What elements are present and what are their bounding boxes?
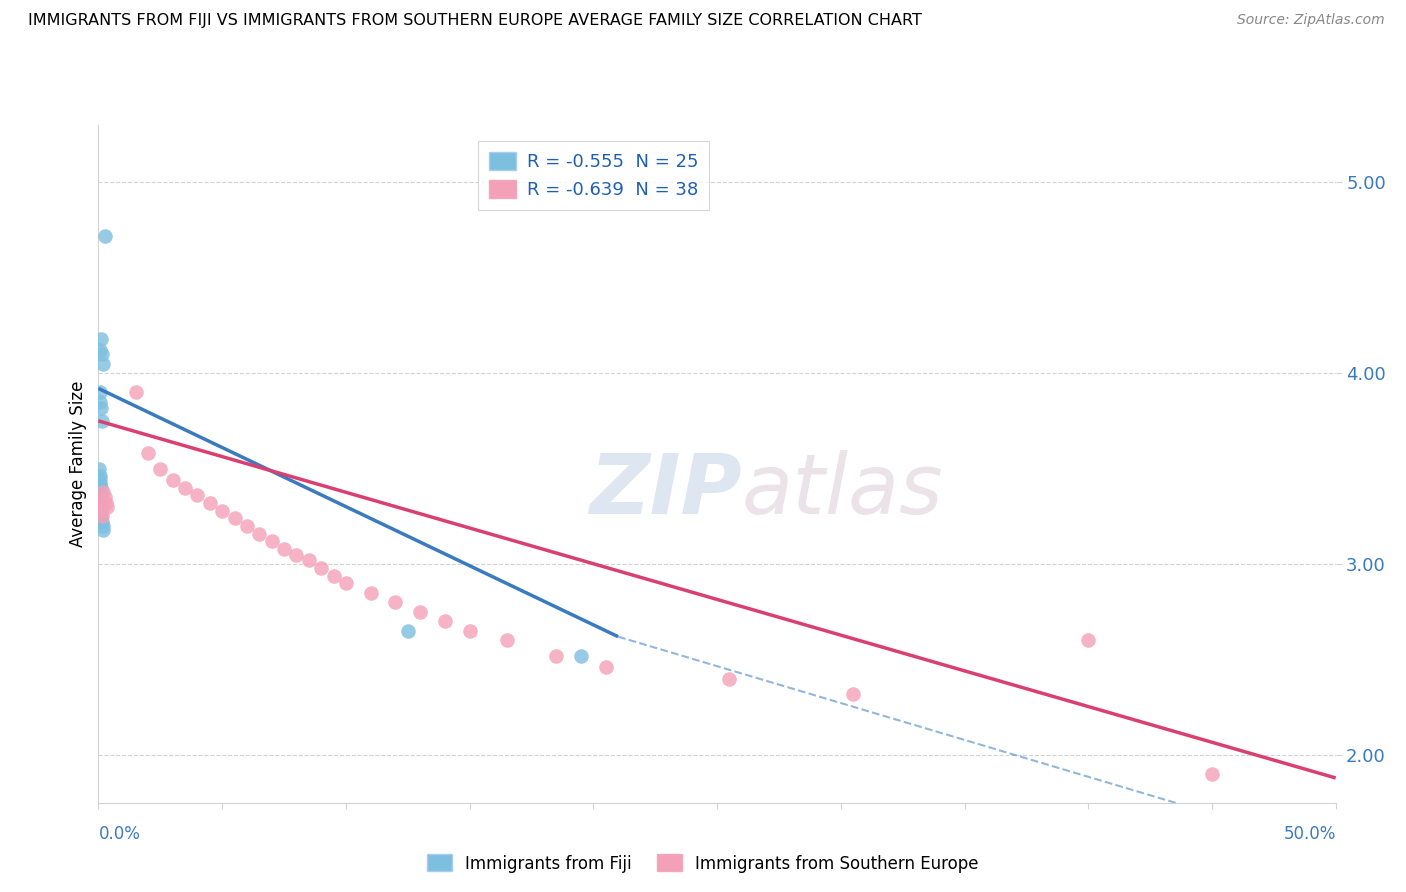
- Point: [298, 553, 321, 567]
- Text: ZIP: ZIP: [589, 450, 742, 532]
- Point: [94, 496, 117, 510]
- Point: [285, 548, 308, 562]
- Point: [149, 461, 172, 475]
- Text: 0.0%: 0.0%: [98, 825, 141, 843]
- Point: [89, 385, 111, 400]
- Point: [136, 446, 159, 460]
- Point: [93, 490, 115, 504]
- Text: IMMIGRANTS FROM FIJI VS IMMIGRANTS FROM SOUTHERN EUROPE AVERAGE FAMILY SIZE CORR: IMMIGRANTS FROM FIJI VS IMMIGRANTS FROM …: [28, 13, 922, 29]
- Y-axis label: Average Family Size: Average Family Size: [69, 381, 87, 547]
- Point: [162, 473, 184, 487]
- Point: [433, 615, 456, 629]
- Point: [91, 515, 114, 529]
- Point: [1077, 633, 1099, 648]
- Point: [90, 332, 112, 346]
- Point: [224, 511, 246, 525]
- Point: [96, 500, 118, 514]
- Text: atlas: atlas: [742, 450, 943, 532]
- Point: [569, 648, 592, 663]
- Legend: Immigrants from Fiji, Immigrants from Southern Europe: Immigrants from Fiji, Immigrants from So…: [420, 847, 986, 880]
- Point: [409, 605, 432, 619]
- Point: [273, 541, 295, 556]
- Point: [322, 568, 344, 582]
- Point: [90, 414, 112, 428]
- Point: [236, 519, 259, 533]
- Point: [89, 343, 111, 358]
- Point: [90, 347, 112, 361]
- Point: [90, 503, 112, 517]
- Point: [90, 503, 112, 517]
- Point: [89, 500, 111, 514]
- Point: [89, 473, 111, 487]
- Point: [90, 481, 112, 495]
- Point: [260, 534, 283, 549]
- Point: [247, 526, 270, 541]
- Point: [174, 481, 197, 495]
- Point: [211, 503, 233, 517]
- Point: [89, 490, 111, 504]
- Text: Source: ZipAtlas.com: Source: ZipAtlas.com: [1237, 13, 1385, 28]
- Point: [89, 496, 111, 510]
- Point: [91, 523, 114, 537]
- Point: [1201, 767, 1223, 781]
- Point: [309, 561, 332, 575]
- Point: [89, 394, 111, 409]
- Point: [93, 357, 115, 371]
- Point: [186, 488, 208, 502]
- Point: [384, 595, 406, 609]
- Point: [360, 586, 382, 600]
- Point: [396, 624, 419, 638]
- Point: [842, 687, 865, 701]
- Point: [335, 576, 357, 591]
- Point: [595, 660, 617, 674]
- Point: [89, 496, 111, 510]
- Point: [91, 509, 114, 524]
- Legend: R = -0.555  N = 25, R = -0.639  N = 38: R = -0.555 N = 25, R = -0.639 N = 38: [478, 141, 709, 211]
- Point: [93, 484, 115, 499]
- Point: [546, 648, 568, 663]
- Point: [458, 624, 481, 638]
- Point: [718, 672, 741, 686]
- Point: [89, 461, 111, 475]
- Point: [93, 228, 115, 243]
- Point: [90, 509, 112, 524]
- Point: [495, 633, 517, 648]
- Point: [89, 469, 111, 483]
- Point: [89, 500, 111, 514]
- Text: 50.0%: 50.0%: [1284, 825, 1336, 843]
- Point: [91, 519, 114, 533]
- Point: [89, 476, 111, 491]
- Point: [124, 385, 146, 400]
- Point: [90, 484, 112, 499]
- Point: [198, 496, 221, 510]
- Point: [90, 401, 112, 415]
